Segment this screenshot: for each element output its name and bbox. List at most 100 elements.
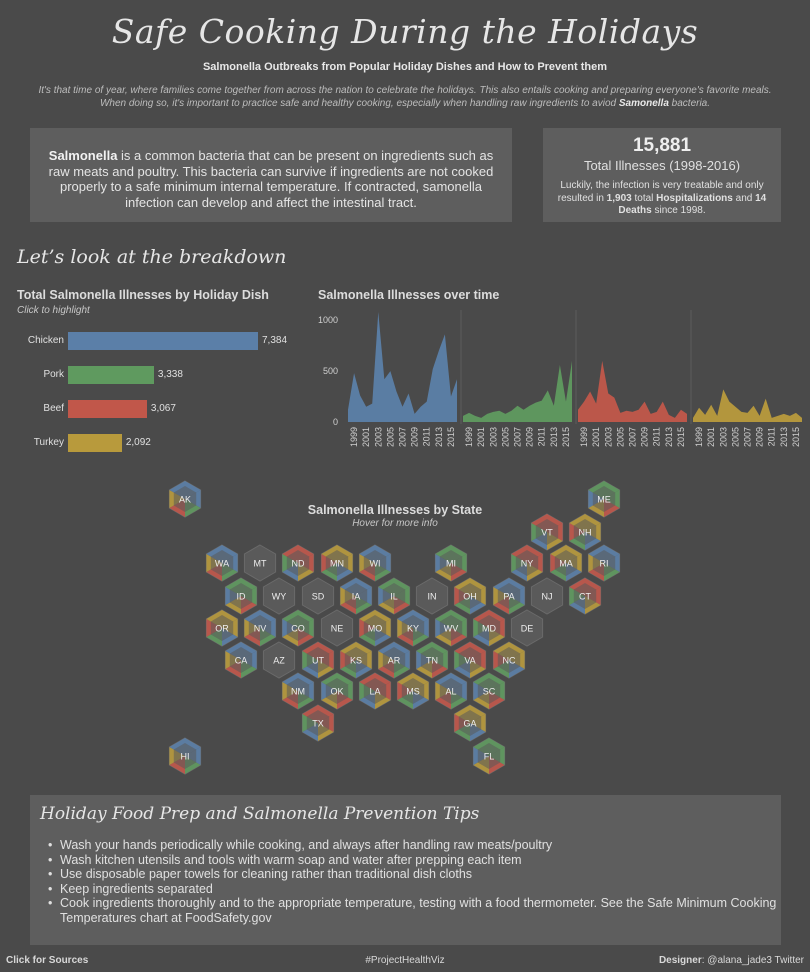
state-hex-fl[interactable]: FL bbox=[472, 737, 506, 775]
state-hex-va[interactable]: VA bbox=[453, 641, 487, 679]
state-label: MI bbox=[446, 559, 456, 569]
state-hex-pa[interactable]: PA bbox=[492, 577, 526, 615]
hex-inner bbox=[592, 550, 616, 576]
x-tick-label: 2013 bbox=[779, 427, 789, 447]
state-hex-map[interactable]: AK ME VT NH WA MT ND MN WI MI NY MA RI ID WY SD IA IL IN OH… bbox=[0, 475, 810, 785]
state-hex-me[interactable]: ME bbox=[587, 480, 621, 518]
state-label: RI bbox=[600, 559, 609, 569]
state-hex-wy[interactable]: WY bbox=[262, 577, 296, 615]
sources-link[interactable]: Click for Sources bbox=[6, 955, 89, 966]
x-tick-label: 2003 bbox=[488, 427, 498, 447]
state-hex-wv[interactable]: WV bbox=[434, 609, 468, 647]
state-hex-sc[interactable]: SC bbox=[472, 672, 506, 710]
x-tick-label: 2013 bbox=[549, 427, 559, 447]
state-hex-nd[interactable]: ND bbox=[281, 544, 315, 582]
state-hex-nc[interactable]: NC bbox=[492, 641, 526, 679]
area-series-pork[interactable] bbox=[463, 360, 572, 422]
state-hex-ut[interactable]: UT bbox=[301, 641, 335, 679]
total-illnesses-value: 15,881 bbox=[632, 135, 692, 156]
state-label: IA bbox=[352, 592, 361, 602]
state-hex-ia[interactable]: IA bbox=[339, 577, 373, 615]
bar-row-pork[interactable]: Pork 3,338 bbox=[17, 366, 307, 384]
state-hex-co[interactable]: CO bbox=[281, 609, 315, 647]
bar-beef[interactable] bbox=[68, 400, 147, 418]
area-series-turkey[interactable] bbox=[693, 389, 802, 422]
hex-inner bbox=[173, 486, 197, 512]
designer-label: Designer bbox=[658, 955, 702, 966]
bar-label: Pork bbox=[43, 369, 64, 380]
state-hex-ms[interactable]: MS bbox=[396, 672, 430, 710]
area-series-chicken[interactable] bbox=[348, 312, 457, 422]
x-tick-label: 1999 bbox=[694, 427, 704, 447]
state-hex-ar[interactable]: AR bbox=[377, 641, 411, 679]
state-hex-ak[interactable]: AK bbox=[168, 480, 202, 518]
state-hex-tn[interactable]: TN bbox=[415, 641, 449, 679]
bar-chart-subtitle: Click to highlight bbox=[17, 305, 90, 316]
bar-row-chicken[interactable]: Chicken 7,384 bbox=[17, 332, 307, 350]
definition-term: Salmonella bbox=[48, 148, 118, 163]
state-hex-ga[interactable]: GA bbox=[453, 704, 487, 742]
state-hex-ma[interactable]: MA bbox=[549, 544, 583, 582]
state-hex-la[interactable]: LA bbox=[358, 672, 392, 710]
state-hex-nm[interactable]: NM bbox=[281, 672, 315, 710]
x-tick-label: 2005 bbox=[730, 427, 740, 447]
state-hex-ky[interactable]: KY bbox=[396, 609, 430, 647]
state-hex-vt[interactable]: VT bbox=[530, 513, 564, 551]
x-tick-label: 2003 bbox=[373, 427, 383, 447]
state-hex-az[interactable]: AZ bbox=[262, 641, 296, 679]
hex-base bbox=[262, 641, 296, 679]
bar-label: Beef bbox=[43, 403, 64, 414]
x-tick-label: 2011 bbox=[652, 427, 662, 446]
state-hex-ny[interactable]: NY bbox=[510, 544, 544, 582]
state-hex-ne[interactable]: NE bbox=[320, 609, 354, 647]
state-hex-tx[interactable]: TX bbox=[301, 704, 335, 742]
state-hex-mt[interactable]: MT bbox=[243, 544, 277, 582]
state-hex-in[interactable]: IN bbox=[415, 577, 449, 615]
x-tick-label: 2015 bbox=[561, 427, 571, 447]
state-hex-sd[interactable]: SD bbox=[301, 577, 335, 615]
state-label: AZ bbox=[273, 656, 285, 666]
map-subtitle: Hover for more info bbox=[352, 518, 438, 529]
state-hex-nv[interactable]: NV bbox=[243, 609, 277, 647]
area-series-beef[interactable] bbox=[578, 360, 687, 422]
state-hex-ca[interactable]: CA bbox=[224, 641, 258, 679]
state-hex-nh[interactable]: NH bbox=[568, 513, 602, 551]
state-hex-de[interactable]: DE bbox=[510, 609, 544, 647]
state-hex-al[interactable]: AL bbox=[434, 672, 468, 710]
state-hex-oh[interactable]: OH bbox=[453, 577, 487, 615]
state-hex-wa[interactable]: WA bbox=[205, 544, 239, 582]
state-hex-md[interactable]: MD bbox=[472, 609, 506, 647]
intro-line-2-pre: When doing so, it's important to practic… bbox=[99, 97, 619, 109]
state-hex-or[interactable]: OR bbox=[205, 609, 239, 647]
state-hex-ok[interactable]: OK bbox=[320, 672, 354, 710]
bar-row-beef[interactable]: Beef 3,067 bbox=[17, 400, 307, 418]
bar-pork[interactable] bbox=[68, 366, 154, 384]
state-hex-ri[interactable]: RI bbox=[587, 544, 621, 582]
hex-inner bbox=[325, 678, 349, 704]
salmonella-definition-panel: Salmonella is a common bacteria that can… bbox=[30, 128, 512, 222]
state-hex-id[interactable]: ID bbox=[224, 577, 258, 615]
state-label: TN bbox=[426, 656, 438, 666]
bar-chicken[interactable] bbox=[68, 332, 258, 350]
hex-base bbox=[510, 609, 544, 647]
state-hex-wi[interactable]: WI bbox=[358, 544, 392, 582]
state-hex-ct[interactable]: CT bbox=[568, 577, 602, 615]
hex-inner bbox=[515, 550, 539, 576]
tips-heading: Holiday Food Prep and Salmonella Prevent… bbox=[40, 804, 480, 824]
state-hex-il[interactable]: IL bbox=[377, 577, 411, 615]
bar-value: 3,067 bbox=[150, 403, 176, 414]
state-hex-mo[interactable]: MO bbox=[358, 609, 392, 647]
state-hex-nj[interactable]: NJ bbox=[530, 577, 564, 615]
x-tick-label: 2005 bbox=[500, 427, 510, 447]
state-hex-ks[interactable]: KS bbox=[339, 641, 373, 679]
state-hex-hi[interactable]: HI bbox=[168, 737, 202, 775]
x-tick-label: 2015 bbox=[676, 427, 686, 447]
hex-inner bbox=[554, 550, 578, 576]
state-hex-mn[interactable]: MN bbox=[320, 544, 354, 582]
designer-credit[interactable]: Designer: @alana_jade3 Twitter bbox=[659, 955, 804, 966]
bar-turkey[interactable] bbox=[68, 434, 122, 452]
bar-row-turkey[interactable]: Turkey 2,092 bbox=[17, 434, 307, 452]
state-label: AK bbox=[179, 495, 191, 505]
state-hex-mi[interactable]: MI bbox=[434, 544, 468, 582]
